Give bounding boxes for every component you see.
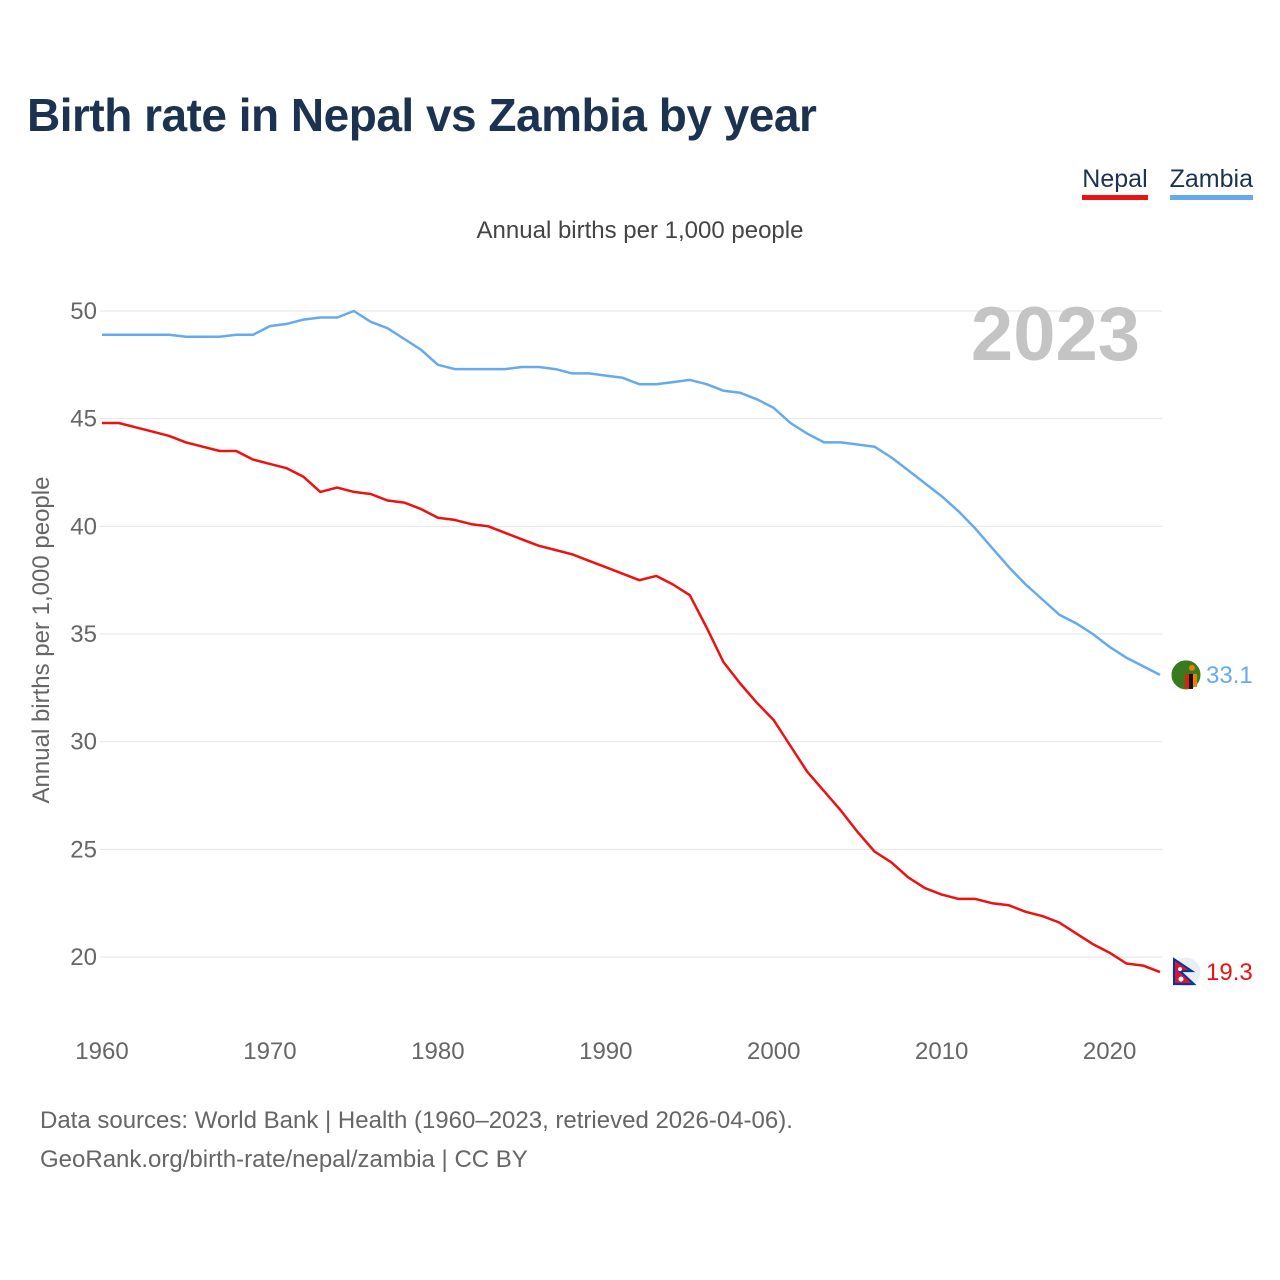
y-tick-label-30: 30 (70, 729, 97, 756)
x-tick-label-1980: 1980 (411, 1038, 464, 1065)
legend-item-nepal[interactable]: Nepal (1082, 165, 1148, 200)
x-tick-label-1990: 1990 (579, 1038, 632, 1065)
x-axis-ticks: 1960 1970 1980 1990 2000 2010 2020 (75, 1038, 1136, 1065)
end-value-label-zambia: 33.1 (1206, 662, 1253, 689)
legend-item-zambia[interactable]: Zambia (1169, 165, 1253, 200)
chart-title: Birth rate in Nepal vs Zambia by year (27, 89, 817, 141)
y-tick-label-35: 35 (70, 621, 97, 648)
end-value-label-nepal: 19.3 (1206, 959, 1253, 986)
series-end-markers: 19.3 33.1 (1170, 659, 1253, 988)
y-tick-label-45: 45 (70, 406, 97, 433)
x-tick-label-2000: 2000 (747, 1038, 800, 1065)
nepal-flag-icon (1170, 956, 1202, 988)
y-tick-label-50: 50 (70, 298, 97, 325)
series-lines (102, 309, 1161, 974)
footer-credit: GeoRank.org/birth-rate/nepal/zambia | CC… (40, 1146, 528, 1173)
zambia-flag-icon (1170, 659, 1202, 691)
x-tick-label-1960: 1960 (75, 1038, 128, 1065)
x-tick-label-2020: 2020 (1083, 1038, 1136, 1065)
y-tick-label-25: 25 (70, 836, 97, 863)
y-tick-label-40: 40 (70, 513, 97, 540)
series-line-zambia[interactable] (102, 309, 1161, 677)
series-line-nepal[interactable] (102, 421, 1161, 974)
y-axis-ticks: 20 25 30 35 40 45 50 (70, 298, 97, 971)
y-tick-label-20: 20 (70, 944, 97, 971)
x-tick-label-1970: 1970 (243, 1038, 296, 1065)
x-tick-label-2010: 2010 (915, 1038, 968, 1065)
footer-sources: Data sources: World Bank | Health (1960–… (40, 1107, 793, 1134)
year-watermark: 2023 (971, 292, 1140, 377)
chart-subtitle: Annual births per 1,000 people (476, 217, 804, 244)
gridlines (100, 310, 1162, 958)
legend: Nepal Zambia (1082, 165, 1253, 200)
